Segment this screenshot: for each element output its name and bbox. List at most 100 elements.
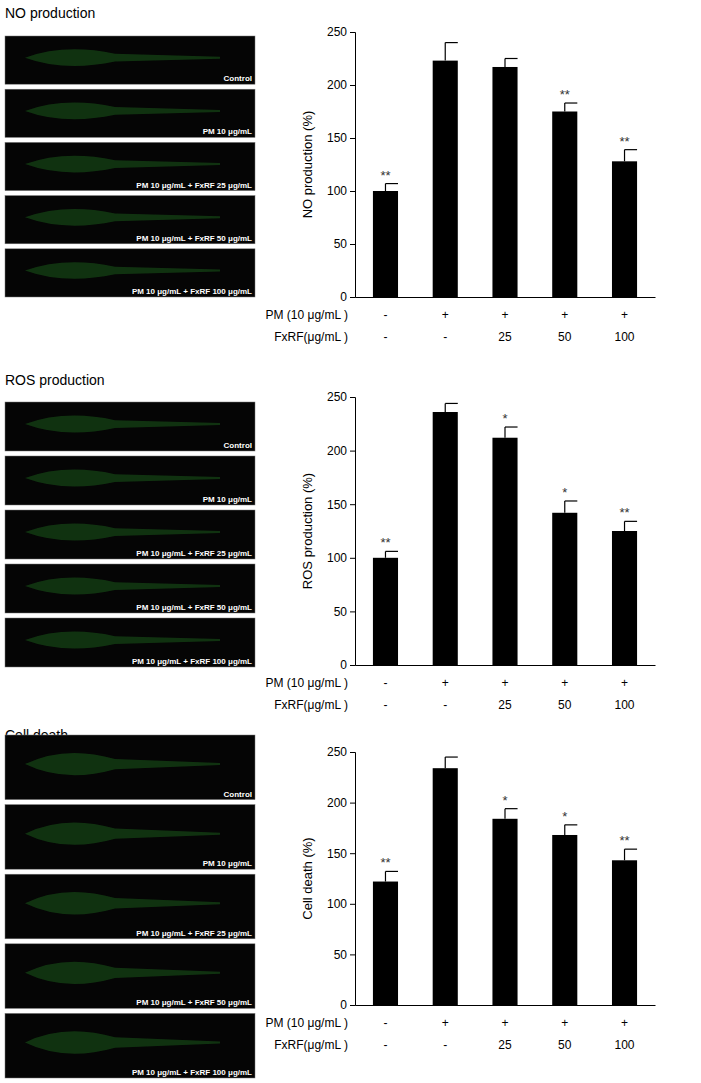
significance: **	[619, 833, 629, 848]
bar	[373, 558, 398, 665]
fish-silhouette	[25, 578, 220, 595]
table-cell: 100	[615, 330, 635, 344]
y-axis-line	[350, 33, 356, 298]
significance: **	[380, 168, 390, 183]
x-axis	[356, 297, 656, 299]
image-label: PM 10 μg/mL	[203, 859, 252, 868]
table-cell: +	[442, 676, 449, 690]
y-axis-title: Cell death (%)	[300, 837, 315, 919]
image-label: PM 10 μg/mL + FxRF 50 μg/mL	[136, 603, 252, 612]
image-label: PM 10 μg/mL + FxRF 100 μg/mL	[132, 287, 252, 296]
table-cell: -	[383, 676, 387, 690]
y-tick-label: 200	[327, 444, 347, 458]
y-tick-mark	[350, 665, 355, 666]
image-label: Control	[224, 790, 252, 799]
bar	[552, 513, 577, 665]
significance: *	[502, 411, 507, 426]
table-cell: +	[442, 1016, 449, 1030]
table-cell: -	[383, 698, 387, 712]
error-line	[564, 825, 565, 835]
significance: **	[619, 134, 629, 149]
image-label: PM 10 μg/mL + FxRF 100 μg/mL	[132, 657, 252, 666]
table-cell: -	[383, 1016, 387, 1030]
y-tick-label: 200	[327, 796, 347, 810]
image-frame	[5, 142, 255, 190]
error-line	[445, 43, 446, 61]
fish-image: PM 10 μg/mL + FxRF 100 μg/mL	[5, 618, 255, 667]
y-tick: 100	[327, 551, 355, 565]
y-tick-mark	[350, 803, 355, 804]
table-cell: -	[383, 330, 387, 344]
image-label: PM 10 μg/mL	[203, 495, 252, 504]
table-cell: +	[442, 308, 449, 322]
error-bar	[385, 184, 398, 191]
y-axis-line	[350, 398, 356, 666]
image-frame	[5, 196, 255, 244]
table-cell: 50	[558, 698, 572, 712]
y-tick: 200	[327, 796, 355, 810]
fish-image: PM 10 μg/mL + FxRF 50 μg/mL	[5, 564, 255, 613]
y-axis: 050100150200250	[327, 745, 356, 1012]
y-tick: 100	[327, 184, 355, 198]
y-tick: 200	[327, 78, 355, 92]
error-line	[624, 150, 625, 162]
x-axis-line	[356, 665, 656, 666]
y-tick-mark	[350, 32, 355, 33]
error-bar	[565, 501, 578, 513]
y-tick-mark	[350, 1005, 355, 1006]
error-cap	[505, 58, 518, 59]
panel: NO productionControlPM 10 μg/mLPM 10 μg/…	[5, 5, 656, 344]
error-bar	[625, 849, 638, 860]
image-frame	[5, 510, 255, 559]
error-line	[564, 103, 565, 111]
error-cap	[445, 403, 458, 404]
y-tick-mark	[350, 558, 355, 559]
significance: *	[562, 485, 567, 500]
bar	[612, 531, 637, 665]
error-bar	[445, 757, 458, 768]
bar	[373, 882, 398, 1005]
y-tick-label: 100	[327, 184, 347, 198]
table-cell: 50	[558, 1038, 572, 1052]
y-tick-mark	[350, 904, 355, 905]
bar	[612, 860, 637, 1005]
error-bar	[385, 871, 398, 881]
y-tick: 50	[334, 948, 355, 962]
error-cap	[385, 551, 398, 552]
error-cap	[625, 149, 638, 150]
fish-silhouette	[25, 822, 220, 844]
y-tick-label: 150	[327, 498, 347, 512]
bar	[433, 412, 458, 665]
y-tick-mark	[350, 611, 355, 612]
y-tick: 50	[334, 237, 355, 251]
fish-silhouette	[25, 632, 220, 649]
table-cell: +	[621, 308, 628, 322]
image-frame	[5, 456, 255, 505]
fish-image: PM 10 μg/mL + FxRF 100 μg/mL	[5, 1013, 255, 1078]
error-cap	[565, 102, 578, 103]
table-cell: 50	[558, 330, 572, 344]
y-tick: 150	[327, 131, 355, 145]
fish-silhouette	[25, 156, 220, 173]
image-label: Control	[224, 74, 252, 83]
table-cell: 100	[615, 698, 635, 712]
table-row-label: PM (10 μg/mL )	[266, 676, 349, 690]
bar	[552, 835, 577, 1005]
image-frame	[5, 735, 255, 800]
fish-image: PM 10 μg/mL	[5, 805, 255, 870]
y-tick-label: 100	[327, 897, 347, 911]
table-cell: -	[443, 698, 447, 712]
error-bar	[565, 825, 578, 835]
fish-image: Control	[5, 36, 255, 84]
significance: **	[619, 505, 629, 520]
table-cell: +	[561, 676, 568, 690]
image-label: Control	[224, 441, 252, 450]
fish-silhouette	[25, 1031, 220, 1053]
y-axis-title: ROS production (%)	[300, 473, 315, 589]
fish-image: PM 10 μg/mL + FxRF 50 μg/mL	[5, 196, 255, 244]
bar	[492, 67, 517, 297]
y-tick: 50	[334, 605, 355, 619]
y-tick-mark	[350, 752, 355, 753]
image-frame	[5, 1013, 255, 1078]
fish-image: PM 10 μg/mL + FxRF 25 μg/mL	[5, 142, 255, 190]
